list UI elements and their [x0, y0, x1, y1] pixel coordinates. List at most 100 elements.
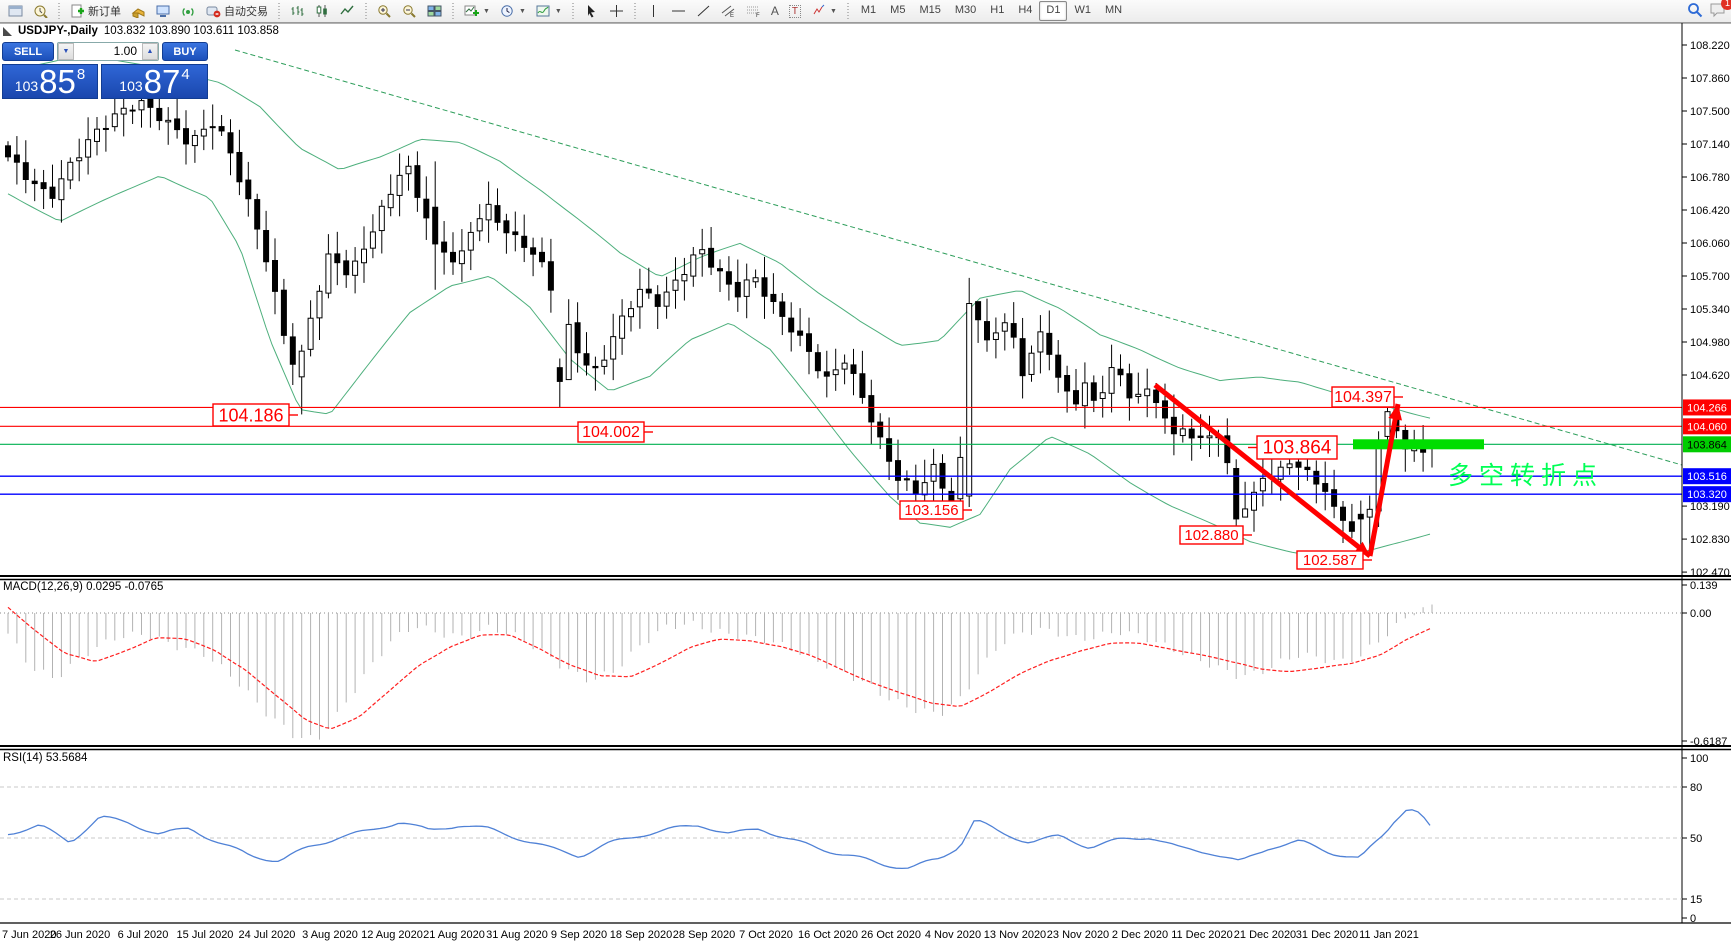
- bar-chart-type-icon[interactable]: [285, 2, 310, 20]
- date-label[interactable]: 31 Aug 2020: [486, 929, 548, 941]
- trendline-icon[interactable]: [691, 2, 716, 20]
- svg-text:104.060: 104.060: [1687, 421, 1727, 433]
- sell-price-big: 85: [39, 63, 76, 100]
- window-icon[interactable]: [3, 2, 28, 20]
- price-annotation-102.880[interactable]: 102.880: [1179, 525, 1252, 545]
- candlestick-type-icon[interactable]: [310, 2, 335, 20]
- date-label[interactable]: 26 Oct 2020: [861, 929, 921, 941]
- svg-text:103.156: 103.156: [904, 502, 958, 519]
- date-label[interactable]: 28 Sep 2020: [673, 929, 735, 941]
- timeframe-button-M30[interactable]: M30: [954, 4, 977, 16]
- line-chart-type-icon[interactable]: [335, 2, 360, 20]
- search-icon[interactable]: [1687, 2, 1703, 21]
- timeframe-button-M15[interactable]: M15: [919, 4, 941, 16]
- zoom-out-icon[interactable]: [397, 2, 422, 20]
- fibonacci-icon[interactable]: F: [741, 2, 766, 20]
- date-label[interactable]: 24 Jul 2020: [239, 929, 296, 941]
- buy-price-display[interactable]: 103 87 4: [101, 64, 208, 99]
- date-label[interactable]: 31 Dec 2020: [1296, 929, 1358, 941]
- date-label[interactable]: 7 Jun 2020: [2, 929, 56, 941]
- date-label[interactable]: 4 Nov 2020: [925, 929, 981, 941]
- signal-icon[interactable]: [176, 2, 201, 20]
- timeframe-button-MN[interactable]: MN: [1104, 4, 1123, 16]
- notifications-icon[interactable]: 1: [1709, 0, 1731, 21]
- price-tag-103.320: 103.320: [1683, 486, 1731, 503]
- price-annotation-104.002[interactable]: 104.002: [577, 421, 653, 443]
- depth-of-market-icon[interactable]: [126, 2, 151, 20]
- down-move-arrow[interactable]: [1153, 383, 1372, 558]
- date-label[interactable]: 23 Nov 2020: [1047, 929, 1109, 941]
- buy-button[interactable]: BUY: [162, 42, 208, 61]
- date-label[interactable]: 26 Jun 2020: [50, 929, 111, 941]
- up-move-arrow[interactable]: [1367, 403, 1401, 557]
- date-label[interactable]: 13 Nov 2020: [984, 929, 1046, 941]
- text-label-icon[interactable]: T: [784, 2, 806, 20]
- timeframe-button-H1[interactable]: H1: [990, 4, 1005, 16]
- templates-icon[interactable]: ▼: [531, 2, 567, 20]
- date-label[interactable]: 6 Jul 2020: [118, 929, 169, 941]
- horizontal-line-icon[interactable]: [666, 2, 691, 20]
- price-annotation-102.587[interactable]: 102.587: [1296, 550, 1372, 570]
- price-tag-103.516: 103.516: [1683, 468, 1731, 485]
- volume-increase-button[interactable]: ▲: [142, 43, 158, 60]
- one-click-trading-panel: SELL ▼ 1.00 ▲ BUY 103 85 8 103 87 4: [2, 42, 208, 99]
- price-annotation-104.186[interactable]: 104.186: [212, 403, 298, 427]
- sell-price-display[interactable]: 103 85 8: [2, 64, 98, 99]
- tile-windows-icon[interactable]: [422, 2, 447, 20]
- arrows-icon[interactable]: ▼: [806, 2, 842, 20]
- new-order-button[interactable]: 新订单: [65, 2, 126, 20]
- date-label[interactable]: 15 Jul 2020: [177, 929, 234, 941]
- price-annotation-103.864[interactable]: 103.864: [1248, 435, 1338, 460]
- price-annotation-104.397[interactable]: 104.397: [1331, 386, 1403, 408]
- buy-price-figure: 103: [119, 78, 143, 94]
- sell-button[interactable]: SELL: [2, 42, 54, 61]
- equidistant-channel-icon[interactable]: E: [716, 2, 741, 20]
- pivot-highlight-bar[interactable]: [1353, 439, 1484, 450]
- date-label[interactable]: 16 Oct 2020: [798, 929, 858, 941]
- date-label[interactable]: 21 Aug 2020: [423, 929, 485, 941]
- cn-annotation-pivot-point[interactable]: 多空转折点: [1448, 462, 1603, 490]
- auto-trading-button[interactable]: 自动交易: [201, 2, 273, 20]
- date-label[interactable]: 21 Dec 2020: [1234, 929, 1296, 941]
- timeframe-button-H4[interactable]: H4: [1018, 4, 1033, 16]
- timeframe-button-D1[interactable]: D1: [1039, 1, 1068, 21]
- date-label[interactable]: 9 Sep 2020: [551, 929, 607, 941]
- date-label[interactable]: 3 Aug 2020: [302, 929, 358, 941]
- macd-axis-tick: -0.6187: [1690, 736, 1727, 748]
- timeframe-button-W1[interactable]: W1: [1074, 4, 1091, 16]
- volume-decrease-button[interactable]: ▼: [58, 43, 74, 60]
- terminal-icon[interactable]: [151, 2, 176, 20]
- descending-trendline[interactable]: [234, 49, 1682, 466]
- timeframe-button-M5[interactable]: M5: [890, 4, 906, 16]
- toolbar-separator: [452, 3, 454, 19]
- periods-icon[interactable]: ▼: [495, 2, 531, 20]
- date-label[interactable]: 12 Aug 2020: [361, 929, 423, 941]
- date-label[interactable]: 11 Jan 2021: [1359, 929, 1419, 941]
- cursor-icon[interactable]: [579, 2, 604, 20]
- candles: [5, 76, 1435, 562]
- date-label[interactable]: 7 Oct 2020: [739, 929, 793, 941]
- vertical-line-icon[interactable]: [641, 2, 666, 20]
- price-annotation-103.156[interactable]: 103.156: [899, 500, 972, 520]
- text-icon[interactable]: A: [770, 4, 779, 18]
- volume-stepper[interactable]: ▼ 1.00 ▲: [57, 42, 159, 61]
- timeframe-button-M1[interactable]: M1: [860, 4, 877, 16]
- crosshair-icon[interactable]: [604, 2, 629, 20]
- zoom-in-icon[interactable]: [372, 2, 397, 20]
- notification-badge: 1: [1721, 0, 1731, 10]
- date-label[interactable]: 2 Dec 2020: [1112, 929, 1168, 941]
- market-watch-icon[interactable]: [28, 2, 53, 20]
- macd-axis-tick: 0.00: [1690, 608, 1711, 620]
- date-label[interactable]: 18 Sep 2020: [610, 929, 672, 941]
- macd-signal-line: [7, 606, 1431, 730]
- macd-pane: [0, 604, 1682, 740]
- rsi-axis-tick: 100: [1690, 753, 1708, 765]
- up-arrowhead-icon: [1388, 404, 1402, 421]
- chart-background: [0, 23, 1731, 945]
- date-label[interactable]: 11 Dec 2020: [1171, 929, 1233, 941]
- volume-value[interactable]: 1.00: [113, 44, 137, 58]
- indicators-icon[interactable]: ▼: [459, 2, 495, 20]
- svg-text:106.780: 106.780: [1690, 172, 1730, 184]
- main-pane: 104.186 104.002 103.156 102.880 102.587 104.3…: [0, 49, 1682, 570]
